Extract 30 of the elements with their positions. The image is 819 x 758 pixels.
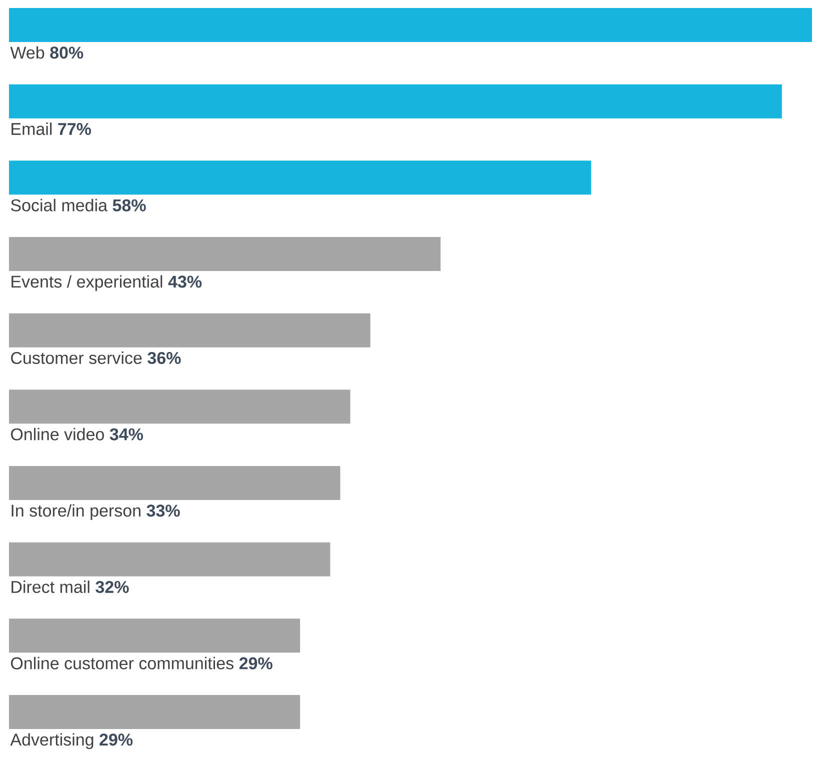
y-tick-label: Events / experiential [12,275,162,292]
bar [9,313,370,348]
y-tick-label: Email [12,122,52,136]
data-label: 29% [100,734,133,746]
bar [9,466,340,500]
y-tick-label: Online customer communities [11,656,234,670]
bar [9,8,812,42]
data-label: 32% [96,580,129,594]
bar [9,160,592,195]
data-label: 77% [58,123,91,135]
y-tick-label: Advertising [10,733,94,750]
y-tick-label: Web [10,46,44,59]
y-tick-label: Social media [10,198,108,212]
bar [9,542,330,576]
bar [9,694,300,729]
bar [9,390,350,424]
data-label: 36% [148,352,181,364]
y-tick-label: Customer service [11,352,142,364]
data-label: 43% [168,276,202,288]
y-tick-label: Direct mail [12,580,90,594]
data-label: 29% [239,657,272,670]
bar [9,84,782,118]
y-tick-label: Online video [11,428,104,440]
data-label: 58% [112,199,146,212]
data-label: 34% [110,428,143,440]
bar [9,618,300,653]
bar [9,237,441,272]
y-tick-label: In store/in person [12,504,140,520]
data-label: 80% [50,46,84,59]
data-label: 33% [146,504,180,517]
